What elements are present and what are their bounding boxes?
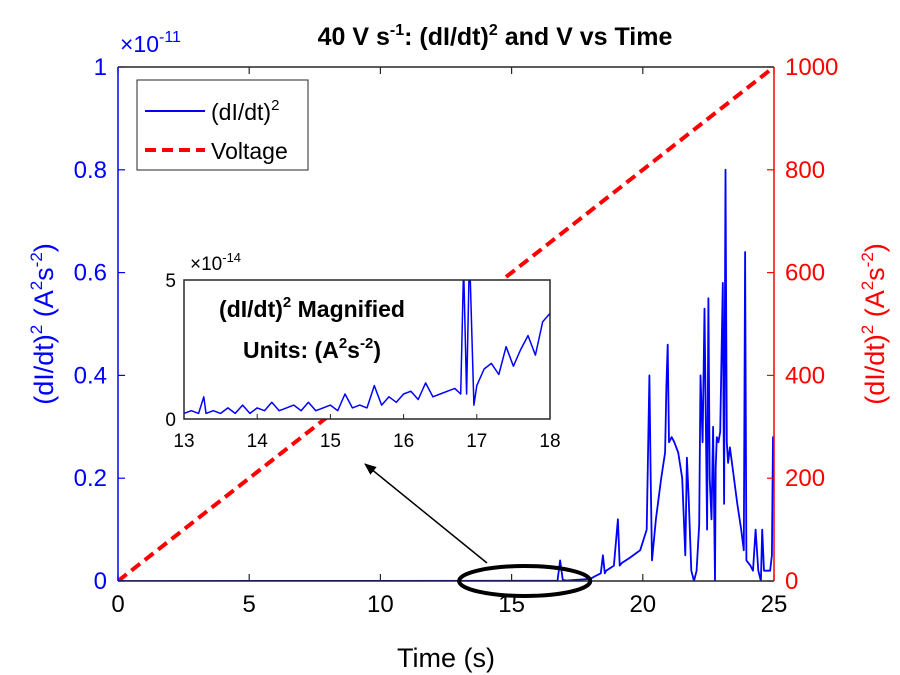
inset-title1-a: (dI/dt) — [219, 296, 283, 322]
legend-label-voltage: Voltage — [211, 138, 288, 164]
left-exponent-base: ×10 — [120, 31, 159, 57]
left-tick-label-0: 0 — [94, 568, 107, 595]
title-part-2: : (dI/dt) — [404, 23, 489, 51]
left-exponent-power: -11 — [159, 29, 181, 46]
left-tick-label-4: 0.8 — [74, 157, 107, 184]
x-tick-label-2: 10 — [367, 591, 394, 618]
inset-series-group — [184, 280, 550, 415]
x-tick-label-1: 5 — [243, 591, 256, 618]
annotation — [364, 463, 593, 598]
right-label-c-sup: -2 — [858, 252, 877, 267]
left-tick-label-5: 1 — [94, 54, 107, 81]
inset-title1-sup: 2 — [283, 294, 291, 311]
inset-title-line1: (dI/dt)2 Magnified — [219, 294, 405, 322]
title-part-1: 40 V s — [318, 23, 390, 51]
left-axis-label: (dI/dt)2 (A2s-2) — [27, 243, 59, 405]
right-tick-label-4: 800 — [785, 157, 825, 184]
x-tick-label-4: 20 — [629, 591, 656, 618]
left-tick-label-3: 0.6 — [74, 260, 107, 287]
left-label-c: s — [29, 267, 59, 281]
inset-title1-b: Magnified — [291, 296, 405, 322]
inset-exponent-base: ×10 — [190, 254, 222, 275]
x-tick-label-0: 0 — [111, 591, 124, 618]
inset-title2-b: s — [347, 337, 360, 363]
inset-y-tick-label-0: 0 — [165, 410, 176, 431]
zoom-region-ellipse — [457, 564, 593, 598]
inset-title2-a: Units: (A — [243, 337, 339, 363]
legend-box — [136, 79, 309, 171]
right-tick-label-2: 400 — [785, 362, 825, 389]
legend-label-dIdt-text: (dI/dt) — [211, 99, 271, 125]
inset-border — [183, 279, 551, 420]
inset-x-tick-label-4: 17 — [466, 431, 487, 452]
main-axes-group: 0 5 10 15 20 2500.20.40.60.810200400600800100… — [74, 54, 839, 618]
chart-title: 40 V s-1: (dI/dt)2 and V vs Time — [318, 22, 673, 51]
right-label-d: ) — [860, 243, 890, 252]
x-tick-label-5: 25 — [761, 591, 788, 618]
left-label-b: (A — [29, 290, 59, 325]
inset-exponent: ×10-14 — [190, 250, 241, 275]
inset-exponent-power: -14 — [222, 250, 241, 265]
right-tick-label-1: 200 — [785, 465, 825, 492]
dIdt-series-line — [118, 168, 774, 581]
x-axis-label: Time (s) — [397, 643, 495, 673]
left-tick-label-1: 0.2 — [74, 465, 107, 492]
title-sup-1: -1 — [390, 22, 404, 39]
right-tick-label-3: 600 — [785, 260, 825, 287]
inset-y-tick-label-1: 5 — [165, 271, 176, 292]
legend: (dI/dt)2 Voltage — [136, 79, 309, 171]
legend-label-dIdt: (dI/dt)2 — [211, 97, 279, 125]
inset-x-tick-label-5: 18 — [539, 431, 560, 452]
inset-title-line2: Units: (A2s-2) — [243, 335, 381, 363]
title-sup-2: 2 — [489, 22, 498, 39]
inset-title2-c: ) — [373, 337, 381, 363]
inset-plot-area — [184, 280, 550, 419]
inset-x-tick-label-0: 13 — [173, 431, 194, 452]
right-label-a: (dI/dt) — [860, 334, 890, 405]
inset-series-line — [184, 280, 550, 415]
right-label-c: s — [860, 267, 890, 281]
title-part-3: and V vs Time — [498, 23, 673, 51]
right-label-b: (A — [860, 290, 890, 325]
left-label-c-sup: -2 — [27, 252, 46, 267]
inset-x-tick-label-1: 14 — [247, 431, 269, 452]
left-label-a-sup: 2 — [27, 325, 46, 334]
right-label-b-sup: 2 — [858, 281, 877, 290]
inset-axes-group: 13 14 15 16 17 18 0 5 — [165, 271, 560, 452]
inset-x-tick-label-3: 16 — [393, 431, 414, 452]
inset-title2-a-sup: 2 — [339, 335, 347, 352]
inset-x-tick-label-2: 15 — [320, 431, 341, 452]
right-tick-label-0: 0 — [785, 568, 798, 595]
left-label-a: (dI/dt) — [29, 334, 59, 405]
right-label-a-sup: 2 — [858, 325, 877, 334]
legend-label-dIdt-sup: 2 — [271, 97, 279, 114]
left-tick-label-2: 0.4 — [74, 362, 107, 389]
left-label-b-sup: 2 — [27, 281, 46, 290]
inset-title2-b-sup: -2 — [360, 335, 373, 352]
left-label-d: ) — [29, 243, 59, 252]
zoom-arrow — [364, 463, 488, 564]
left-axis-exponent: ×10-11 — [120, 29, 181, 57]
right-tick-label-5: 1000 — [785, 54, 838, 81]
right-axis-label: (dI/dt)2 (A2s-2) — [858, 243, 890, 405]
